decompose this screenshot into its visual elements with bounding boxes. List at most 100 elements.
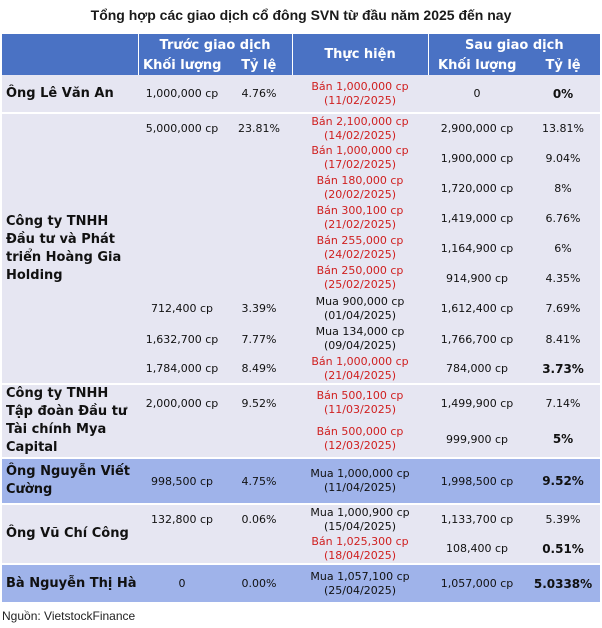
transaction: Mua 1,057,100 cp (25/04/2025) [292,563,429,602]
transaction-action: Bán 2,100,000 cp [311,114,409,128]
after-volume: 784,000 cp [428,354,527,384]
transaction-action: Bán 250,000 cp [316,264,404,277]
header-before: Trước giao dịch [137,34,293,56]
before-volume [138,173,226,203]
after-ratio: 9.04% [526,143,601,173]
transaction: Mua 900,000 cp (01/04/2025) [292,293,429,324]
before-volume: 5,000,000 cp [138,112,226,143]
header-blank [2,34,138,75]
after-volume: 1,164,900 cp [428,233,527,263]
transaction-action: Bán 255,000 cp [316,234,404,247]
after-volume: 1,720,000 cp [428,173,527,203]
after-volume: 108,400 cp [428,534,527,564]
after-ratio: 13.81% [526,112,601,143]
header-after-ratio: Tỷ lệ [526,56,601,75]
after-ratio: 8.41% [526,324,601,354]
after-ratio: 3.73% [526,354,601,384]
shareholder-transactions-table: Trước giao dịch Thực hiện Sau giao dịch … [2,34,601,602]
transaction-date: (25/04/2025) [324,583,396,597]
transaction: Mua 134,000 cp (09/04/2025) [292,324,429,354]
before-volume: 1,000,000 cp [138,75,226,113]
before-ratio: 23.81% [226,112,293,143]
transaction-date: (11/04/2025) [324,481,396,494]
transaction-action: Mua 900,000 cp [315,294,405,308]
transaction-action: Bán 1,000,000 cp [311,144,409,157]
transaction-action: Mua 134,000 cp [315,325,405,338]
before-volume [138,233,226,263]
before-ratio [226,143,293,173]
transaction-action: Mua 1,000,900 cp [310,505,410,519]
transaction-date: (21/02/2025) [324,218,396,231]
before-volume [138,203,226,233]
after-volume: 914,900 cp [428,263,527,293]
after-ratio: 6.76% [526,203,601,233]
after-volume: 1,998,500 cp [428,457,527,504]
before-ratio: 3.39% [226,293,293,324]
transaction-action: Bán 180,000 cp [316,174,404,187]
header-before-volume: Khối lượng [137,56,226,75]
after-ratio: 8% [526,173,601,203]
before-ratio: 4.76% [226,75,293,113]
before-ratio [226,534,293,564]
after-volume: 1,133,700 cp [428,503,527,534]
transaction-date: (14/02/2025) [324,128,396,142]
transaction-action: Bán 500,100 cp [316,389,404,402]
transaction: Bán 500,000 cp (12/03/2025) [292,421,429,458]
transaction: Bán 1,025,300 cp (18/04/2025) [292,534,429,564]
transaction: Bán 250,000 cp (25/02/2025) [292,263,429,293]
after-ratio: 4.35% [526,263,601,293]
transaction-action: Mua 1,057,100 cp [310,569,410,583]
transaction-action: Bán 1,000,000 cp [311,79,409,93]
before-ratio: 4.75% [226,457,293,504]
transaction: Bán 180,000 cp (20/02/2025) [292,173,429,203]
before-volume [138,263,226,293]
before-volume: 1,784,000 cp [138,354,226,384]
transaction: Mua 1,000,000 cp (11/04/2025) [292,457,429,504]
shareholder-name: Ông Vũ Chí Công [2,503,138,564]
after-volume: 1,499,900 cp [428,383,527,421]
transaction: Bán 255,000 cp (24/02/2025) [292,233,429,263]
transaction-date: (20/02/2025) [324,188,396,201]
header-before-ratio: Tỷ lệ [226,56,293,75]
transaction-date: (17/02/2025) [324,158,396,171]
transaction-action: Mua 1,000,000 cp [310,467,410,480]
transaction-date: (01/04/2025) [324,308,396,322]
before-volume [138,534,226,564]
transaction: Bán 1,000,000 cp (11/02/2025) [292,75,429,113]
transaction-date: (11/02/2025) [324,93,396,107]
after-volume: 1,057,000 cp [428,563,527,602]
before-volume: 1,632,700 cp [138,324,226,354]
after-ratio: 6% [526,233,601,263]
after-ratio: 7.69% [526,293,601,324]
transaction-date: (12/03/2025) [324,439,396,452]
transaction-date: (11/03/2025) [324,403,396,416]
before-ratio: 7.77% [226,324,293,354]
before-volume [138,143,226,173]
before-ratio [226,421,293,458]
after-ratio: 7.14% [526,383,601,421]
transaction: Bán 1,000,000 cp (17/02/2025) [292,143,429,173]
after-ratio: 5.0338% [526,563,601,602]
before-ratio: 0.00% [226,563,293,602]
after-ratio: 0.51% [526,534,601,564]
transaction-action: Bán 500,000 cp [316,425,404,438]
header-after: Sau giao dịch [427,34,601,56]
after-ratio: 5.39% [526,503,601,534]
after-volume: 999,900 cp [428,421,527,458]
after-volume: 1,419,000 cp [428,203,527,233]
after-volume: 1,612,400 cp [428,293,527,324]
after-volume: 1,766,700 cp [428,324,527,354]
before-volume: 0 [138,563,226,602]
shareholder-name: Ông Nguyễn Viết Cường [2,457,138,504]
before-ratio: 0.06% [226,503,293,534]
table-title: Tổng hợp các giao dịch cổ đông SVN từ đầ… [90,7,512,23]
transaction: Mua 1,000,900 cp (15/04/2025) [292,503,429,534]
before-ratio: 8.49% [226,354,293,384]
before-ratio [226,263,293,293]
transaction-date: (15/04/2025) [324,519,396,533]
before-ratio [226,173,293,203]
transaction-action: Bán 1,000,000 cp [311,354,409,368]
after-volume: 0 [428,75,527,113]
before-ratio [226,233,293,263]
source-note: Nguồn: VietstockFinance [2,609,136,623]
